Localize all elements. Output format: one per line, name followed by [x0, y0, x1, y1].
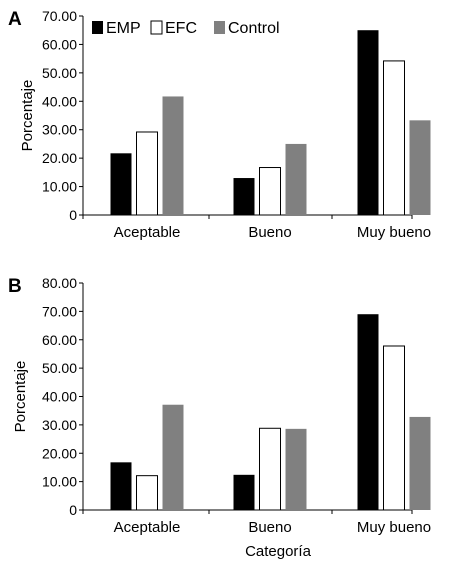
panel-a: A 0 10.00 20.00 30.00 40.00 50.00 60.00 70.00 Por…	[8, 8, 431, 241]
y-axis-title: Porcentaje	[19, 80, 36, 152]
y-tick-label: 70.00	[42, 8, 77, 24]
legend-swatch-emp	[92, 21, 103, 34]
y-tick-label: 0	[69, 207, 77, 223]
y-axis-title: Porcentaje	[12, 361, 29, 433]
panel-letter: B	[8, 276, 22, 297]
y-tick-label: 10.00	[42, 179, 77, 195]
bar-control-bueno	[285, 428, 307, 510]
bar-control-aceptable	[162, 404, 184, 510]
category-label: Bueno	[248, 224, 291, 241]
category-label: Aceptable	[114, 224, 181, 241]
bar-emp-bueno	[233, 474, 255, 510]
legend-swatch-control	[214, 21, 225, 34]
panel-b: B 0 10.00 20.00 30.00 40.00 50.00 60.00 70.00 80.…	[8, 275, 431, 536]
legend-swatch-efc	[150, 20, 163, 35]
y-tick-label: 50.00	[42, 65, 77, 81]
bar-efc-bueno	[259, 167, 281, 216]
bar-emp-aceptable	[110, 153, 132, 215]
y-tick-label: 30.00	[42, 417, 77, 433]
bar-control-muy-bueno	[409, 120, 431, 215]
panel-letter: A	[8, 9, 22, 30]
category-label: Aceptable	[114, 519, 181, 536]
bar-emp-bueno	[233, 178, 255, 215]
legend-label-control: Control	[228, 20, 280, 37]
bar-efc-bueno	[259, 427, 281, 511]
category-label: Muy bueno	[357, 519, 431, 536]
y-tick-label: 50.00	[42, 360, 77, 376]
y-tick-label: 40.00	[42, 93, 77, 109]
y-tick-label: 30.00	[42, 122, 77, 138]
y-tick-label: 20.00	[42, 150, 77, 166]
bar-control-muy-bueno	[409, 416, 431, 510]
y-tick-label: 0	[69, 502, 77, 518]
y-tick-label: 60.00	[42, 36, 77, 52]
bar-control-bueno	[285, 143, 307, 215]
legend-label-emp: EMP	[106, 20, 141, 37]
legend-label-efc: EFC	[165, 20, 197, 37]
bar-efc-aceptable	[136, 475, 158, 511]
bar-efc-aceptable	[136, 131, 158, 216]
bar-emp-muy-bueno	[357, 314, 379, 510]
y-tick-label: 70.00	[42, 303, 77, 319]
y-tick-label: 40.00	[42, 389, 77, 405]
y-tick-label: 10.00	[42, 474, 77, 490]
x-axis-title: Categoría	[245, 543, 312, 560]
bar-control-aceptable	[162, 96, 184, 215]
bar-efc-muy-bueno	[383, 345, 405, 511]
y-tick-label: 20.00	[42, 445, 77, 461]
bar-emp-muy-bueno	[357, 30, 379, 216]
bar-emp-aceptable	[110, 462, 132, 510]
category-label: Muy bueno	[357, 224, 431, 241]
y-tick-label: 60.00	[42, 332, 77, 348]
category-label: Bueno	[248, 519, 291, 536]
y-tick-label: 80.00	[42, 275, 77, 291]
bar-efc-muy-bueno	[383, 60, 405, 216]
